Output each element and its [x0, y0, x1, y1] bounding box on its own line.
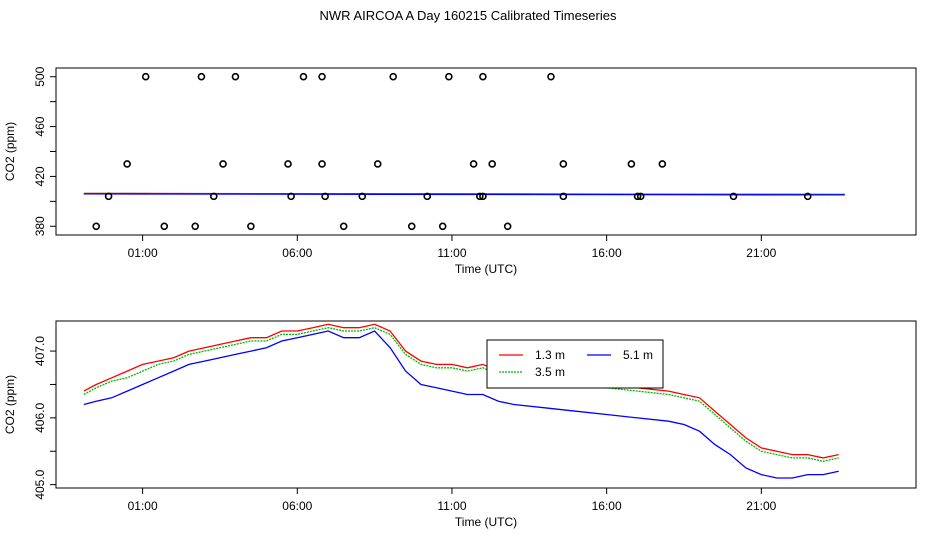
x-tick-label: 11:00	[437, 499, 466, 513]
scatter-point	[627, 160, 636, 168]
x-tick-label: 06:00	[282, 246, 312, 260]
x-tick-label: 01:00	[128, 499, 158, 513]
series-line-13m	[83, 323, 839, 459]
scatter-point	[358, 192, 367, 201]
scatter-point	[476, 192, 484, 201]
y-tick-label: 420	[33, 166, 47, 186]
scatter-point	[407, 222, 416, 231]
x-tick-label: 21:00	[746, 246, 776, 260]
scatter-point	[559, 160, 568, 168]
scatter-point	[559, 192, 568, 201]
y-tick-label: 405.0	[33, 469, 47, 499]
plot-frame	[55, 67, 917, 236]
scatter-point	[191, 222, 200, 231]
legend-label: 3.5 m	[535, 365, 565, 379]
scatter-point	[479, 72, 487, 81]
scatter-point	[469, 160, 478, 168]
scatter-point	[729, 192, 738, 201]
scatter-point	[318, 72, 326, 81]
y-axis-label: CO2 (ppm)	[3, 375, 17, 434]
scatter-point	[479, 192, 487, 201]
legend-label: 5.1 m	[623, 348, 653, 362]
scatter-point	[636, 192, 645, 201]
scatter-point	[197, 72, 206, 81]
y-tick-label: 500	[33, 66, 47, 86]
scatter-point	[287, 192, 295, 201]
series-line-51m	[83, 330, 839, 479]
y-tick-label: 460	[33, 116, 47, 136]
page-title: NWR AIRCOA A Day 160215 Calibrated Times…	[319, 8, 617, 23]
scatter-point	[123, 160, 131, 168]
scatter-point	[445, 72, 453, 81]
plot-frame	[55, 320, 917, 489]
x-axis-label: Time (UTC)	[455, 515, 517, 529]
scatter-point	[658, 160, 667, 168]
scatter-point	[423, 192, 432, 201]
series-line-51m	[83, 193, 845, 196]
scatter-point	[373, 160, 382, 168]
scatter-point	[219, 160, 227, 168]
x-tick-label: 21:00	[746, 499, 776, 513]
scatter-point	[803, 192, 812, 201]
y-tick-label: 406.0	[33, 403, 47, 433]
scatter-point	[547, 72, 555, 81]
scatter-point	[339, 222, 348, 231]
scatter-point	[299, 72, 308, 81]
scatter-point	[318, 160, 326, 168]
scatter-point	[438, 222, 447, 231]
y-axis-label: CO2 (ppm)	[3, 122, 17, 181]
x-tick-label: 11:00	[437, 246, 466, 260]
legend-label: 1.3 m	[535, 348, 565, 362]
x-tick-label: 06:00	[282, 499, 312, 513]
x-tick-label: 16:00	[592, 499, 622, 513]
y-tick-label: 407.0	[33, 336, 47, 366]
scatter-point	[321, 192, 329, 201]
scatter-point	[247, 222, 255, 231]
scatter-point	[141, 72, 150, 81]
co2-scatter-panel: 01:00 06:00 11:00 16:00 21:00 Time (UTC) 380 42…	[3, 66, 917, 276]
scatter-point	[488, 160, 496, 168]
scatter-point	[92, 222, 101, 231]
scatter-point	[209, 192, 218, 201]
scatter-point	[633, 192, 642, 201]
y-tick-label: 380	[33, 216, 47, 236]
scatter-point	[284, 160, 292, 168]
series-line-35m	[83, 327, 839, 462]
scatter-point	[231, 72, 240, 81]
x-tick-label: 01:00	[128, 246, 158, 260]
scatter-point	[389, 72, 397, 81]
x-tick-label: 16:00	[592, 246, 622, 260]
scatter-point	[503, 222, 512, 231]
co2-line-panel: 01:00 06:00 11:00 16:00 21:00 Time (UTC) 405.0…	[3, 320, 917, 529]
scatter-point	[104, 192, 113, 201]
x-axis-label: Time (UTC)	[455, 262, 517, 276]
scatter-point	[160, 222, 169, 231]
legend-box	[486, 339, 664, 389]
